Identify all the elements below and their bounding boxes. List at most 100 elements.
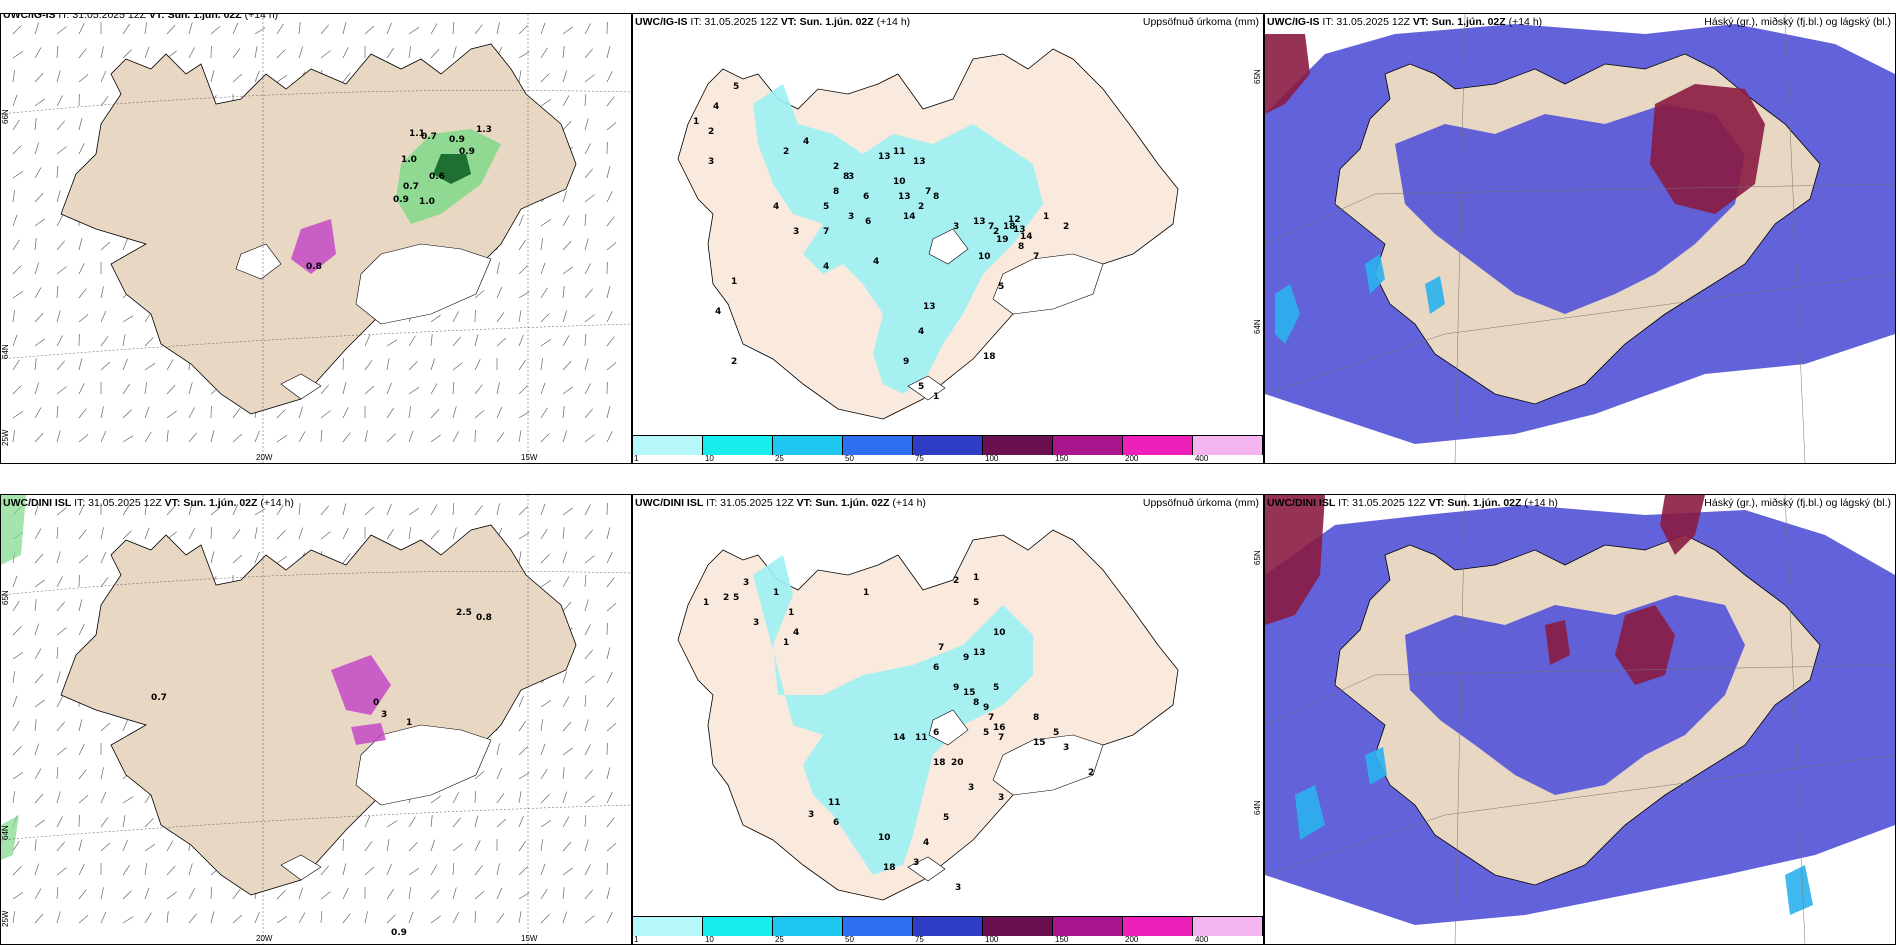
value-label: 3 [793,227,799,237]
glacier-myrdalsjokull [280,854,322,881]
wind-barb [56,816,63,828]
wind-barb [562,406,565,419]
wind-barb [606,887,611,900]
value-label: 3 [848,172,854,182]
value-label: 0.7 [403,182,419,192]
wind-barb [584,744,591,756]
wind-barb [254,551,260,564]
wind-barb [34,118,37,131]
wind-barb [540,579,552,588]
glacier-vatnajokull [355,724,492,806]
glacier-vatnajokull [992,253,1104,315]
wind-barb [452,431,459,443]
wind-map-top: 0.7 0.9 1.3 0.9 1.0 0.6 0.7 0.9 1.0 1.1 0.8 20W 15… [1,14,631,463]
value-label: 3 [955,883,961,893]
wind-barb [122,890,132,900]
value-label: 5 [943,813,949,823]
colorbar-cell [633,917,703,936]
wind-barb [188,407,195,419]
wind-barb [56,95,63,107]
wind-barb [518,866,528,876]
wind-barb [562,601,572,612]
wind-barb [34,72,44,83]
wind-barb [34,338,45,347]
colorbar-label: 100 [985,454,999,463]
wind-barb [12,94,18,107]
wind-barb [34,503,40,516]
wind-barb [342,503,347,516]
value-label: 5 [1053,728,1059,738]
wind-barb [540,218,552,227]
wind-barb [34,599,37,612]
wind-barb [56,360,65,371]
wind-barb [584,263,591,275]
value-label: 12 [1008,215,1021,225]
wind-barb [584,795,595,804]
wind-barb [78,238,83,251]
wind-barb [606,46,611,59]
wind-barb [562,430,568,443]
value-label: 5 [998,282,1004,292]
value-label: 2 [918,202,924,212]
wind-barb [232,48,241,59]
wind-barb [606,527,611,540]
wind-barb [56,911,61,924]
wind-barb [122,383,131,395]
wind-barb [584,719,589,732]
wind-barb [518,892,530,900]
wind-barb [540,433,550,443]
value-label: 1 [1043,212,1049,222]
wind-barb [342,432,351,443]
wind-barb [584,358,589,371]
value-label: 4 [918,327,924,337]
value-label: 3 [968,783,974,793]
wind-barb [606,191,613,203]
wind-barb [518,25,528,35]
wind-barb [342,863,347,876]
colorbar-cell [1123,436,1193,455]
wind-barb [210,430,215,443]
value-label: 7 [998,733,1004,743]
value-label: 4 [793,628,799,638]
wind-barb [518,291,530,299]
wind-barb [408,386,420,395]
wind-barb [276,530,286,540]
wind-barb [342,407,349,419]
wind-barb [386,339,398,347]
precip-panel-bottom: 2 1 3 5 1 1 3 4 1 1 2 1 5 10 13 5 6 7 15 8 9 7 16 15 5 14 11 9 9 18 20… [632,494,1264,945]
wind-barb [78,314,89,323]
value-label: 13 [1013,225,1026,235]
wind-barb [430,314,441,323]
wind-barb [540,863,546,876]
grid-lines [1265,14,1895,463]
wind-barb [34,839,37,852]
wind-barb [496,818,507,828]
wind-barb [166,505,176,516]
value-label: 2 [731,357,737,367]
wind-barb [386,820,398,828]
wind-barb [496,262,500,275]
wind-barb [584,238,589,251]
wind-barb [78,74,89,83]
precip-dark-green-core [433,154,471,184]
wind-barb [364,841,373,852]
wind-barb [12,911,16,924]
wind-barb [518,791,522,804]
wind-barb [584,769,593,780]
lat-label-64n: 64N [1253,800,1262,815]
wind-barb [562,120,572,131]
value-label: 11 [828,798,841,808]
lat-label-65n: 65N [1253,69,1262,84]
value-label: 1 [703,598,709,608]
wind-barb [56,887,59,900]
wind-barb [408,26,420,35]
wind-barb [56,527,59,540]
glacier-myrdalsjokull [907,375,946,401]
wind-barb [276,504,284,516]
wind-barb [56,551,61,564]
value-label: 13 [898,192,911,202]
wind-barb [122,238,128,251]
value-label: 3 [753,618,759,628]
wind-barb [254,430,260,443]
